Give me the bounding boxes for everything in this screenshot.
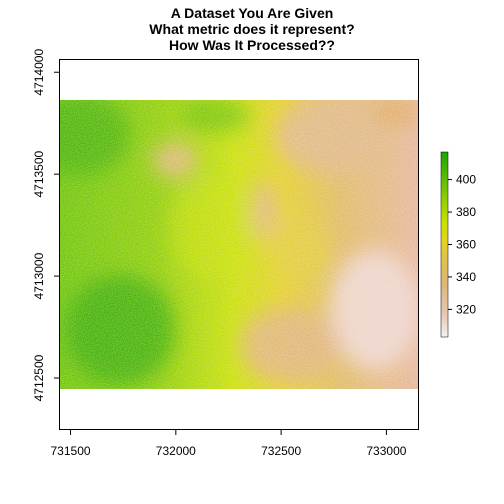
legend-tick-label: 380 bbox=[456, 205, 476, 219]
legend-tick-label: 320 bbox=[456, 302, 476, 316]
legend-tick-label: 340 bbox=[456, 270, 476, 284]
legend-tick-label: 360 bbox=[456, 238, 476, 252]
y-axis: 4712500 4713000 4713500 4714000 bbox=[32, 49, 60, 401]
y-tick-label: 4712500 bbox=[32, 354, 46, 401]
y-tick-label: 4714000 bbox=[32, 49, 46, 96]
legend-colorbar bbox=[440, 151, 449, 338]
x-axis: 731500 732000 732500 733000 bbox=[51, 429, 407, 458]
x-tick-label: 732500 bbox=[261, 444, 301, 458]
title-line-2: What metric does it represent? bbox=[149, 21, 354, 37]
y-tick-label: 4713500 bbox=[32, 150, 46, 197]
x-tick-label: 732000 bbox=[156, 444, 196, 458]
legend-axis: 320 340 360 380 400 bbox=[448, 173, 476, 316]
x-tick-label: 733000 bbox=[366, 444, 406, 458]
y-tick-label: 4713000 bbox=[32, 252, 46, 299]
title-line-1: A Dataset You Are Given bbox=[171, 5, 334, 21]
x-tick-label: 731500 bbox=[51, 444, 91, 458]
legend-tick-label: 400 bbox=[456, 173, 476, 187]
title-line-3: How Was It Processed?? bbox=[169, 37, 335, 53]
raster-image bbox=[60, 100, 418, 389]
plot-frame bbox=[59, 59, 419, 430]
